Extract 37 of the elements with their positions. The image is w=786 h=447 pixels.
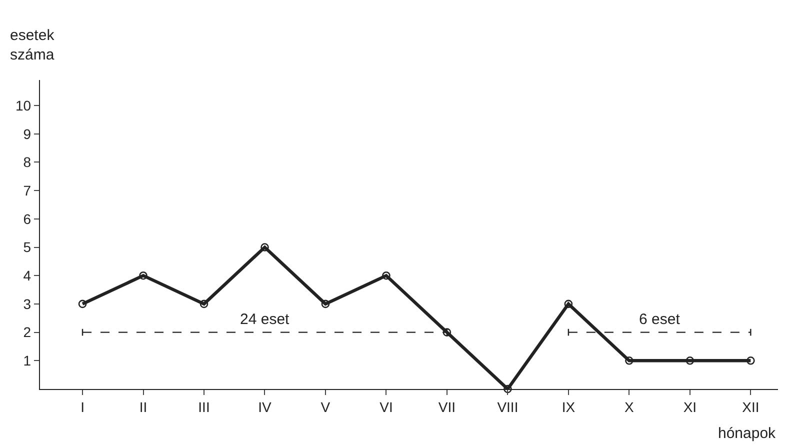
y-tick-label: 5 bbox=[23, 239, 32, 256]
point bbox=[564, 300, 573, 308]
x-tick-label: III bbox=[198, 398, 210, 415]
point bbox=[260, 243, 269, 252]
point bbox=[382, 271, 390, 280]
x-tick-label: VI bbox=[380, 398, 393, 415]
y-tick-label: 3 bbox=[23, 296, 32, 312]
y-tick-label: 2 bbox=[23, 324, 32, 340]
x-tick-label: I bbox=[80, 398, 84, 415]
y-axis-title: esetek száma bbox=[10, 27, 55, 64]
x-tick-label: II bbox=[139, 398, 148, 415]
series-label: 6 eset bbox=[639, 311, 681, 328]
series-label: 24 eset bbox=[240, 311, 290, 328]
x-tick-label: IV bbox=[258, 398, 272, 415]
x-tick-label: IX bbox=[562, 398, 576, 415]
y-tick-label: 4 bbox=[23, 268, 32, 284]
point bbox=[686, 356, 694, 365]
x-tick-label: X bbox=[624, 398, 635, 415]
y-tick-label: 9 bbox=[23, 126, 32, 142]
point bbox=[504, 384, 512, 394]
x-tick-label: VIII bbox=[497, 398, 518, 415]
y-tick-label: 6 bbox=[23, 210, 32, 227]
point bbox=[78, 300, 87, 308]
y-tick-label: 1 bbox=[23, 352, 32, 369]
point bbox=[746, 356, 755, 365]
x-tick-label: XI bbox=[683, 398, 697, 415]
x-tick-label: V bbox=[320, 398, 331, 415]
y-tick-label: 8 bbox=[23, 154, 32, 170]
y-tick-label: 10 bbox=[15, 97, 32, 114]
point bbox=[625, 356, 634, 365]
y-tick-label: 7 bbox=[23, 182, 32, 198]
x-tick-label: XII bbox=[742, 398, 760, 415]
point bbox=[321, 300, 330, 308]
x-axis-title: hónapok bbox=[718, 425, 776, 442]
x-tick-label: VII bbox=[438, 398, 456, 415]
point bbox=[200, 300, 208, 308]
point bbox=[139, 271, 148, 280]
